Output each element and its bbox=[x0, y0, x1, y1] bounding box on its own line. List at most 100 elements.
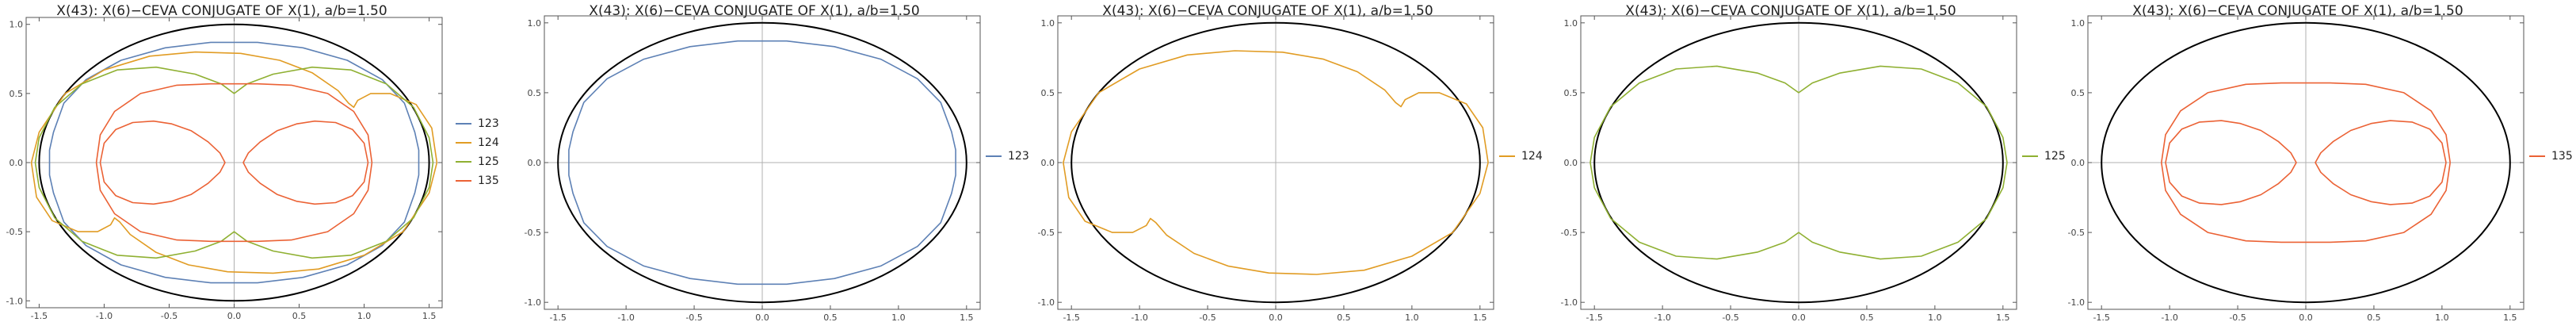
x-tick-label: -1.0 bbox=[617, 312, 634, 322]
y-tick-label: 0.5 bbox=[1041, 88, 1055, 98]
y-tick-label: 0.0 bbox=[10, 158, 24, 168]
y-tick-label: 1.0 bbox=[528, 18, 542, 29]
plot-area: -1.5 -1.0 -0.5 0.0 0.5 1.0 1.5 -1.0 -0.5 0.0 0.5 1.… bbox=[1561, 15, 2017, 322]
series-135 bbox=[95, 82, 373, 243]
chart-panel: X(43): X(6)−CEVA CONJUGATE OF X(1), a/b=… bbox=[1030, 0, 1543, 322]
plot-area: -1.5 -1.0 -0.5 0.0 0.5 1.0 1.5 -1.0 -0.5 0.0 0.5 1.… bbox=[1038, 15, 1494, 322]
legend-swatch bbox=[456, 180, 471, 182]
x-tick-label: 0.0 bbox=[1269, 312, 1283, 322]
chart-panel: X(43): X(6)−CEVA CONJUGATE OF X(1), a/b=… bbox=[0, 0, 499, 322]
x-tick-label: 0.5 bbox=[1337, 312, 1351, 322]
plot-area: -1.5 -1.0 -0.5 0.0 0.5 1.0 1.5 -1.0 -0.5 0.0 0.5 1.… bbox=[2068, 15, 2524, 322]
x-tick-label: 0.5 bbox=[2367, 312, 2381, 322]
y-tick-label: 0.0 bbox=[2071, 158, 2086, 168]
legend-label: 123 bbox=[478, 117, 499, 130]
x-tick-label: 1.0 bbox=[891, 312, 906, 322]
x-tick-label: -0.5 bbox=[685, 312, 702, 322]
series-line bbox=[1063, 50, 1489, 275]
x-tick-label: -0.5 bbox=[1199, 312, 1215, 322]
x-tick-label: 1.0 bbox=[1928, 312, 1942, 322]
chart-panel: X(43): X(6)−CEVA CONJUGATE OF X(1), a/b=… bbox=[517, 0, 1029, 322]
y-tick-label: 1.0 bbox=[10, 20, 24, 30]
legend-label: 135 bbox=[2551, 150, 2573, 163]
plot-area: -1.5 -1.0 -0.5 0.0 0.5 1.0 1.5 -1.0 -0.5 0.0 0.5 1.… bbox=[6, 17, 443, 321]
y-tick-label: 0.5 bbox=[1564, 88, 1578, 98]
series-line bbox=[48, 41, 420, 284]
y-tick-label: 0.5 bbox=[10, 89, 24, 99]
series-124 bbox=[30, 51, 438, 274]
chart-title: X(43): X(6)−CEVA CONJUGATE OF X(1), a/b=… bbox=[1625, 3, 1956, 19]
series-125 bbox=[34, 66, 434, 259]
series-line bbox=[2315, 120, 2447, 205]
y-tick-label: -1.0 bbox=[2068, 297, 2085, 308]
y-tick-label: 0.0 bbox=[528, 158, 542, 168]
y-tick-label: -0.5 bbox=[525, 228, 541, 238]
y-tick-label: -0.5 bbox=[6, 227, 23, 237]
y-tick-label: 1.0 bbox=[1041, 18, 1055, 29]
x-tick-label: -1.5 bbox=[549, 312, 566, 322]
x-tick-label: 1.5 bbox=[422, 311, 437, 321]
series-123 bbox=[568, 40, 956, 286]
x-tick-label: 1.5 bbox=[960, 312, 974, 322]
series-line bbox=[95, 82, 373, 243]
reference-ellipse bbox=[38, 23, 430, 302]
legend-swatch bbox=[456, 142, 471, 144]
plot-area: -1.5 -1.0 -0.5 0.0 0.5 1.0 1.5 -1.0 -0.5 0.0 0.5 1.… bbox=[525, 15, 981, 322]
legend-swatch bbox=[456, 123, 471, 125]
chart-title: X(43): X(6)−CEVA CONJUGATE OF X(1), a/b=… bbox=[1102, 3, 1433, 19]
series-124 bbox=[1063, 50, 1489, 275]
x-tick-label: 1.5 bbox=[2503, 312, 2517, 322]
legend-item: 125 bbox=[2022, 150, 2066, 163]
legend-item: 123 bbox=[456, 117, 499, 130]
y-tick-label: 1.0 bbox=[2071, 18, 2086, 29]
legend: 125 bbox=[2022, 150, 2066, 166]
x-tick-label: -1.5 bbox=[1586, 312, 1602, 322]
series-line bbox=[1589, 65, 2008, 260]
chart-panel: X(43): X(6)−CEVA CONJUGATE OF X(1), a/b=… bbox=[1553, 0, 2066, 322]
y-tick-label: -1.0 bbox=[525, 297, 541, 308]
y-tick-label: -0.5 bbox=[1038, 228, 1055, 238]
x-tick-label: -1.0 bbox=[2161, 312, 2177, 322]
chart-panel: X(43): X(6)−CEVA CONJUGATE OF X(1), a/b=… bbox=[2060, 0, 2576, 322]
legend: 123 bbox=[986, 150, 1029, 166]
legend: 124 bbox=[1499, 150, 1543, 166]
legend-swatch bbox=[1499, 155, 1515, 157]
y-tick-label: -0.5 bbox=[2068, 228, 2085, 238]
legend-label: 123 bbox=[1008, 150, 1029, 163]
legend-item: 123 bbox=[986, 150, 1029, 163]
series-line bbox=[2161, 82, 2451, 243]
reference-ellipse bbox=[1070, 21, 1481, 304]
chart-title: X(43): X(6)−CEVA CONJUGATE OF X(1), a/b=… bbox=[2132, 3, 2463, 19]
legend-item: 125 bbox=[456, 155, 499, 168]
chart-title: X(43): X(6)−CEVA CONJUGATE OF X(1), a/b=… bbox=[56, 3, 387, 19]
x-tick-label: 1.0 bbox=[2435, 312, 2449, 322]
x-tick-label: -1.0 bbox=[1131, 312, 1147, 322]
x-tick-label: -0.5 bbox=[1722, 312, 1738, 322]
x-tick-label: 0.5 bbox=[823, 312, 838, 322]
x-tick-label: -1.5 bbox=[31, 311, 48, 321]
y-tick-label: -0.5 bbox=[1561, 228, 1578, 238]
reference-ellipse bbox=[557, 21, 967, 304]
legend-label: 124 bbox=[1521, 150, 1543, 163]
x-tick-label: 0.5 bbox=[1860, 312, 1874, 322]
x-tick-label: 0.0 bbox=[2299, 312, 2313, 322]
legend-swatch bbox=[2529, 155, 2545, 157]
legend: 135 bbox=[2529, 150, 2573, 166]
series-line bbox=[30, 51, 438, 274]
y-tick-label: 0.0 bbox=[1564, 158, 1578, 168]
x-tick-label: -1.0 bbox=[1654, 312, 1670, 322]
series-125 bbox=[1589, 65, 2008, 260]
series-line bbox=[99, 120, 226, 205]
x-tick-label: -1.5 bbox=[2093, 312, 2109, 322]
x-tick-label: 1.0 bbox=[357, 311, 372, 321]
y-tick-label: -1.0 bbox=[1561, 297, 1578, 308]
x-tick-label: -1.5 bbox=[1063, 312, 1079, 322]
reference-ellipse bbox=[2101, 21, 2511, 304]
legend-item: 124 bbox=[456, 136, 499, 149]
series-line bbox=[568, 40, 956, 286]
series-135 bbox=[2161, 82, 2451, 243]
y-tick-label: 0.0 bbox=[1041, 158, 1055, 168]
x-tick-label: 1.0 bbox=[1405, 312, 1419, 322]
series-line bbox=[2165, 120, 2297, 205]
legend-item: 135 bbox=[2529, 150, 2573, 163]
